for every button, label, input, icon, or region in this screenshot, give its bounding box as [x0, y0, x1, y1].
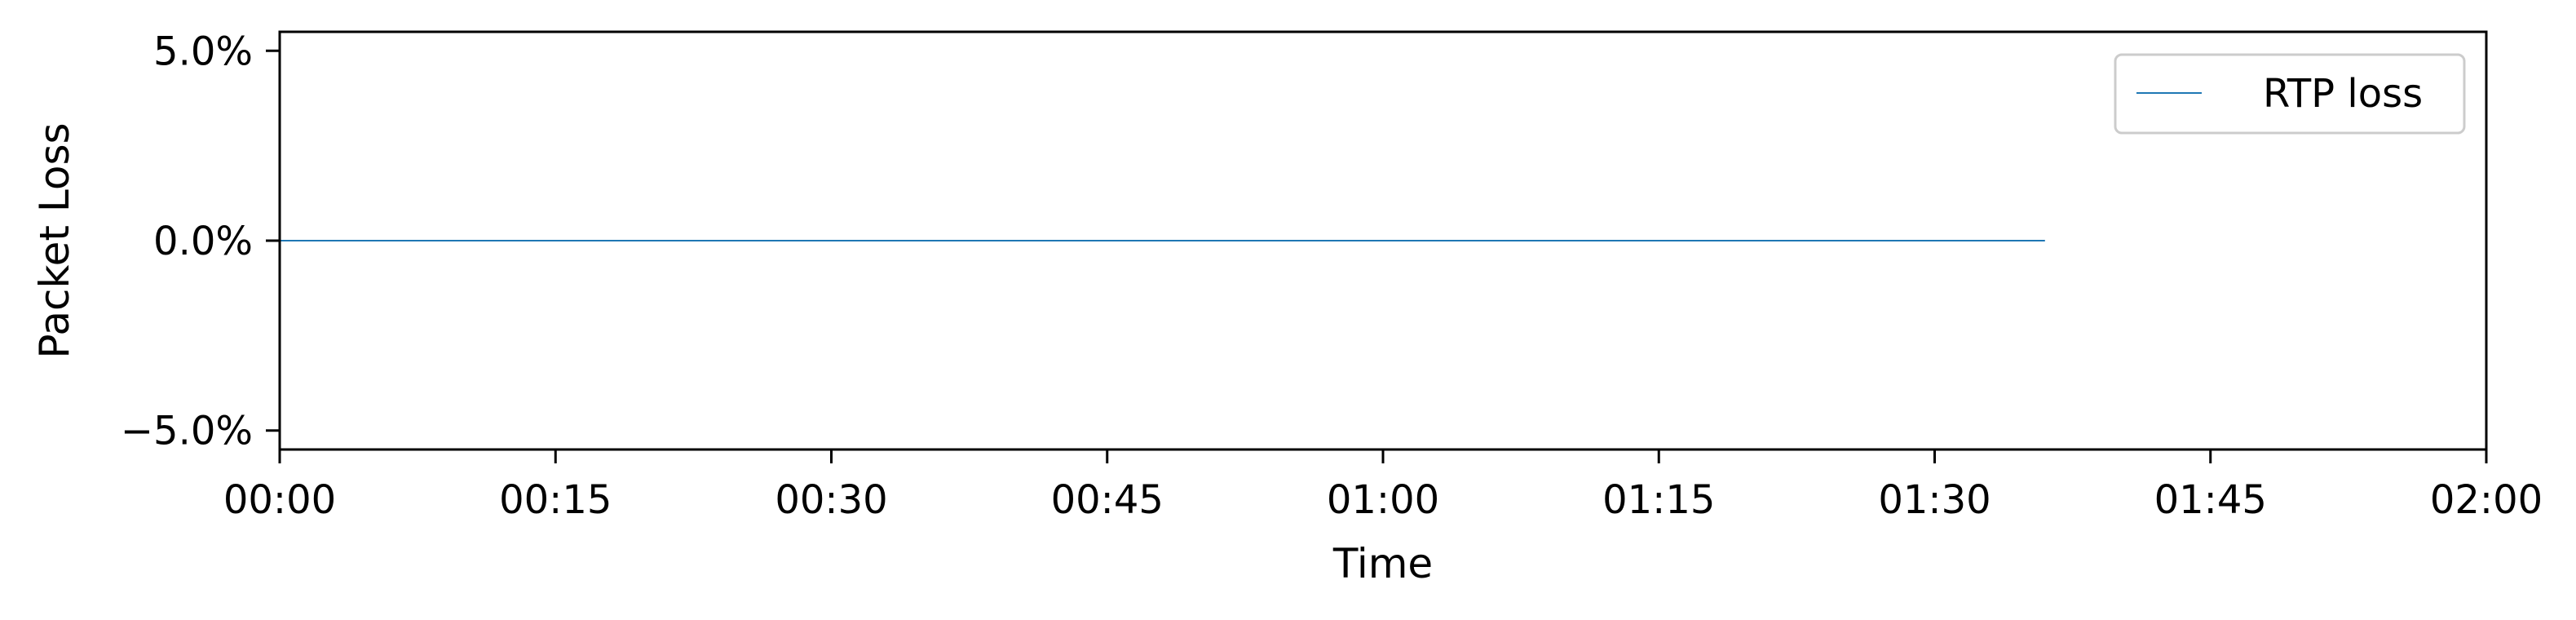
x-tick-label: 01:45: [2154, 477, 2267, 523]
y-tick-label: 5.0%: [153, 29, 253, 74]
x-tick-label: 01:00: [1327, 477, 1439, 523]
y-axis-label: Packet Loss: [31, 122, 78, 358]
y-axis-ticks: −5.0% 0.0% 5.0%: [121, 29, 280, 454]
legend-box: [2114, 53, 2466, 135]
x-tick-label: 00:00: [223, 477, 336, 523]
y-tick-label: −5.0%: [121, 409, 253, 454]
x-tick-label: 01:15: [1602, 477, 1715, 523]
legend: RTP loss: [2114, 53, 2466, 135]
legend-label-rtp-loss: RTP loss: [2263, 71, 2423, 117]
x-tick-label: 00:30: [775, 477, 887, 523]
x-tick-label: 02:00: [2430, 477, 2543, 523]
y-tick-label: 0.0%: [153, 219, 253, 264]
x-axis-label: Time: [1332, 540, 1433, 587]
x-tick-label: 01:30: [1878, 477, 1991, 523]
x-axis-ticks: 00:00 00:15 00:30 00:45 01:00 01:15 01:30 01:45…: [223, 450, 2543, 523]
x-tick-label: 00:15: [499, 477, 612, 523]
x-tick-label: 00:45: [1051, 477, 1164, 523]
